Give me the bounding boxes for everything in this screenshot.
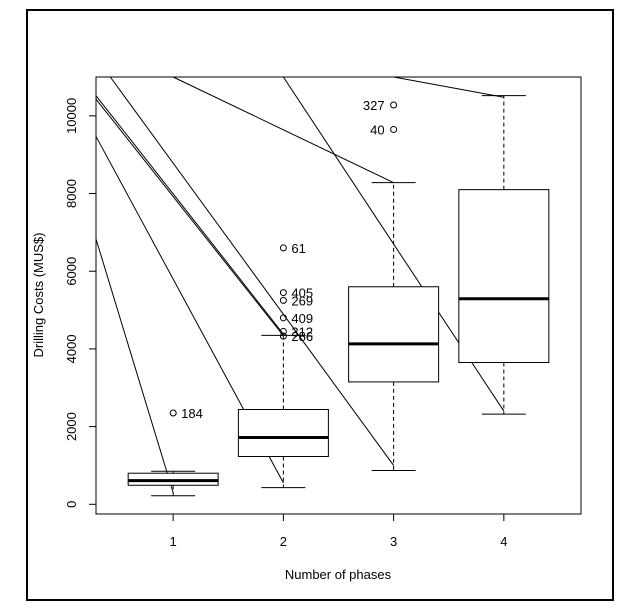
- box-body: [458, 189, 550, 364]
- outlier-label: 269: [291, 293, 313, 308]
- x-tick-label: 4: [500, 534, 507, 549]
- x-tick-label: 1: [170, 534, 177, 549]
- box-3: [348, 182, 440, 471]
- box-1: [127, 470, 219, 497]
- outlier-label: 327: [363, 98, 385, 113]
- outlier-point: [279, 296, 287, 304]
- x-tick-label: 2: [280, 534, 287, 549]
- overlay-line-8: [393, 76, 504, 98]
- outlier-point: [390, 125, 398, 133]
- overlay-line-5: [109, 76, 395, 466]
- overlay-line-3: [95, 95, 284, 335]
- y-tick-label: 4000: [64, 334, 79, 363]
- outlier-point: [169, 409, 177, 417]
- outlier-label: 409: [291, 311, 313, 326]
- outlier-label: 40: [370, 122, 384, 137]
- y-tick-label: 2000: [64, 412, 79, 441]
- outlier-point: [279, 314, 287, 322]
- x-tick-label: 3: [390, 534, 397, 549]
- box-2: [237, 334, 329, 489]
- overlay-line-4: [95, 98, 284, 337]
- x-axis-label: Number of phases: [285, 567, 392, 582]
- y-tick-label: 8000: [64, 179, 79, 208]
- overlay-line-1: [95, 238, 174, 493]
- y-axis: 0 2000 4000 6000 8000 10000: [64, 98, 96, 508]
- outlier-label: 286: [291, 329, 313, 344]
- boxes: [127, 95, 550, 497]
- box-body: [237, 409, 329, 458]
- y-tick-label: 10000: [64, 98, 79, 134]
- plot-area-border: [95, 76, 582, 515]
- outlier-label: 405: [291, 286, 313, 301]
- outlier-label: 184: [181, 406, 203, 421]
- box-body: [348, 286, 440, 383]
- outlier-label: 312: [291, 324, 313, 339]
- y-tick-label: 6000: [64, 257, 79, 286]
- outlier-label: 61: [291, 241, 305, 256]
- x-axis: 1 2 3 4: [170, 514, 507, 549]
- figure-frame: [26, 9, 614, 601]
- outlier-point: [279, 289, 287, 297]
- y-axis-label: Drilling Costs (MUS$): [31, 233, 46, 358]
- overlay-line-6: [172, 76, 394, 184]
- outlier-point: [279, 332, 287, 340]
- outlier-point: [279, 244, 287, 252]
- box-4: [458, 95, 550, 415]
- y-tick-label: 0: [64, 501, 79, 508]
- outlier-point: [279, 327, 287, 335]
- outlier-point: [390, 101, 398, 109]
